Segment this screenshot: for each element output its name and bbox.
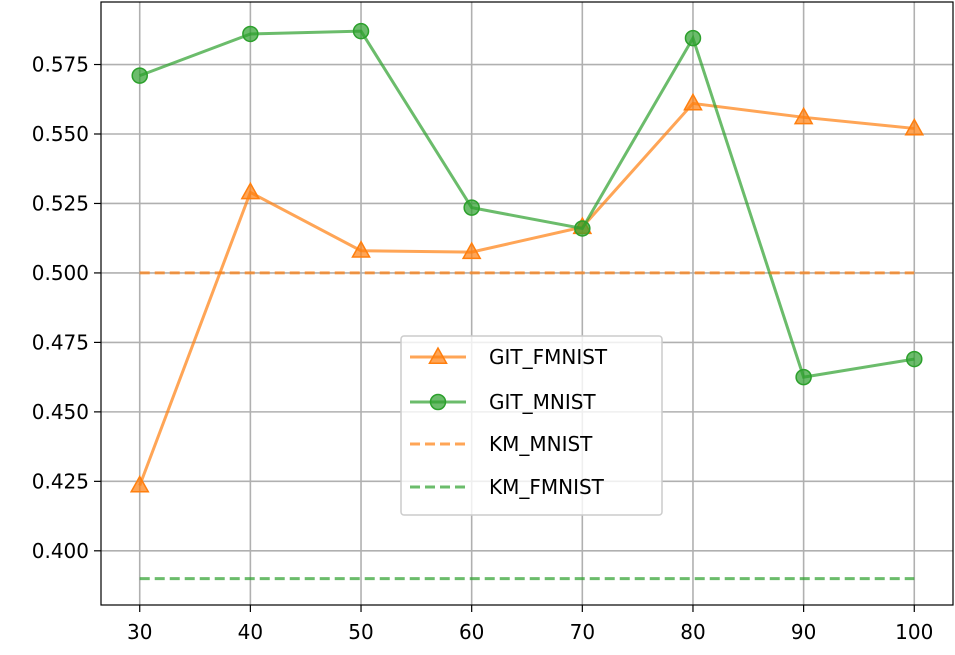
data-point xyxy=(906,350,923,368)
legend-label: KM_FMNIST xyxy=(489,475,605,499)
x-tick-label: 100 xyxy=(895,620,933,644)
data-point xyxy=(795,368,812,386)
plot-frame xyxy=(100,1,954,606)
data-point xyxy=(461,241,482,260)
y-tick-label: 0.500 xyxy=(32,261,89,285)
series-line xyxy=(139,29,915,379)
data-point xyxy=(242,25,259,43)
legend-marker xyxy=(428,346,448,365)
legend-box xyxy=(400,335,663,516)
data-point xyxy=(129,474,150,493)
x-tick-label: 60 xyxy=(459,620,484,644)
x-tick-label: 70 xyxy=(570,620,595,644)
x-tick-label: 40 xyxy=(238,620,263,644)
data-point xyxy=(352,22,370,40)
y-tick-label: 0.475 xyxy=(32,330,89,354)
series-layer xyxy=(129,22,925,581)
series-git-fmnist xyxy=(129,92,925,493)
y-tick-label: 0.525 xyxy=(32,191,89,215)
series-line xyxy=(138,101,915,487)
x-tick-label: 90 xyxy=(791,620,816,644)
data-point xyxy=(683,92,703,111)
data-point xyxy=(131,67,148,84)
x-tick-label: 50 xyxy=(348,620,373,644)
series-git-mnist xyxy=(131,22,923,386)
legend-label: KM_MNIST xyxy=(489,432,593,456)
x-tick-label: 80 xyxy=(680,620,705,644)
data-point xyxy=(574,220,591,237)
axis-ticks: 30 40 50 60 70 80 90 100 0.400 0.425 0.450 0.475 0.5… xyxy=(32,53,934,644)
data-point xyxy=(793,106,814,125)
y-tick-label: 0.450 xyxy=(32,400,89,424)
x-tick-label: 30 xyxy=(127,620,152,644)
y-tick-label: 0.550 xyxy=(32,122,89,146)
data-point xyxy=(684,29,702,47)
legend-item: KM_FMNIST xyxy=(410,475,605,499)
data-point xyxy=(240,181,261,200)
legend-marker xyxy=(429,393,447,411)
data-point xyxy=(904,117,925,136)
y-tick-label: 0.575 xyxy=(32,53,89,77)
data-point xyxy=(351,240,371,258)
legend-item: GIT_FMNIST xyxy=(410,345,608,369)
legend-label: GIT_MNIST xyxy=(489,390,596,414)
y-tick-label: 0.400 xyxy=(32,539,89,563)
y-tick-label: 0.425 xyxy=(32,469,89,493)
legend-item: KM_MNIST xyxy=(410,432,593,456)
data-point xyxy=(463,199,480,216)
legend-label: GIT_FMNIST xyxy=(489,345,608,369)
legend-item: GIT_MNIST xyxy=(410,390,596,414)
legend: GIT_FMNIST GIT_MNIST KM_MNIST KM_FMNIST xyxy=(400,335,663,516)
